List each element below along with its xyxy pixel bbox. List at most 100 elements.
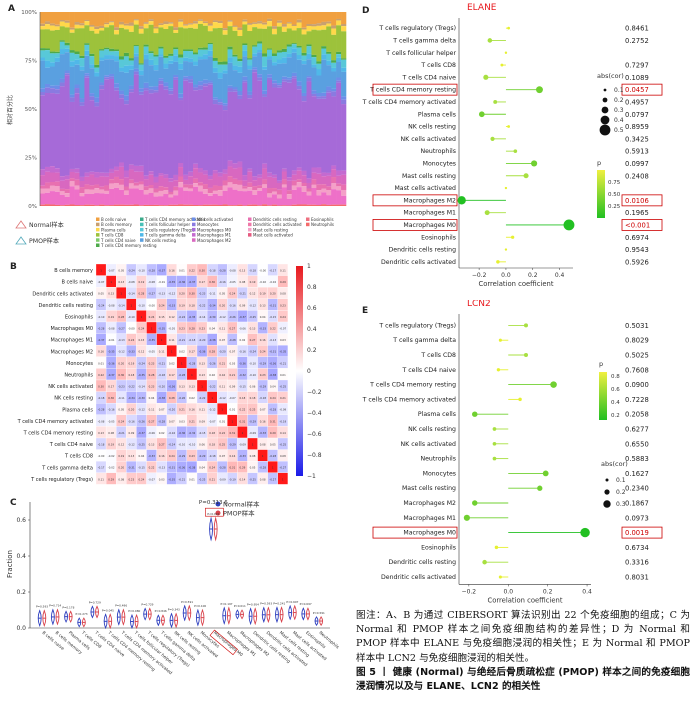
- row-label: Plasma cells: [418, 111, 456, 118]
- stacked-bar-segment: [336, 54, 342, 58]
- heatmap-row-label: Plasma cells: [62, 407, 93, 413]
- p-legend-label: 0.25: [608, 204, 621, 210]
- stacked-bar-segment: [44, 171, 51, 183]
- stacked-bar-segment: [84, 55, 90, 74]
- highlight-p-box: [621, 219, 663, 231]
- stacked-bar-segment: [237, 191, 243, 205]
- heatmap-cell-value: -0.18: [209, 269, 216, 273]
- group-legend-triangle-icon: [15, 236, 27, 245]
- stacked-bar-segment: [143, 82, 149, 89]
- heatmap-cell-value: -0.16: [219, 280, 226, 284]
- highlight-p-box: [621, 526, 663, 539]
- heatmap-cell-value: 1: [201, 385, 203, 389]
- stacked-bar-segment: [109, 59, 115, 74]
- stacked-bar-segment: [54, 26, 61, 30]
- stacked-bar-segment: [212, 170, 218, 174]
- stacked-bar-segment: [252, 27, 258, 46]
- heatmap-row-label: Dendritic cells activated: [32, 291, 93, 297]
- heatmap-cell-value: 0.29: [240, 466, 246, 470]
- stacked-bar-segment: [202, 174, 209, 185]
- heatmap-cell-value: 0.13: [260, 303, 266, 307]
- row-p-value: 0.5926: [625, 258, 649, 266]
- stacked-bar-segment: [227, 21, 233, 27]
- stacked-bar-segment: [54, 53, 61, 58]
- stacked-bar-segment: [118, 12, 125, 22]
- heatmap-cell-value: -0.26: [229, 315, 236, 319]
- lollipop-dot: [487, 38, 493, 43]
- stacked-bar-segment: [54, 172, 61, 182]
- stacked-bar-segment: [148, 193, 154, 205]
- abs-legend-label: 0.5: [614, 127, 624, 134]
- stacked-bar-segment: [207, 31, 214, 43]
- stacked-bar-segment: [316, 184, 322, 191]
- stacked-bar-segment: [237, 27, 243, 31]
- stacked-bar-segment: [163, 24, 169, 30]
- row-p-value: 0.1089: [625, 74, 649, 82]
- heatmap-cell-value: -0.00: [128, 327, 135, 331]
- violin-shape: [116, 608, 121, 626]
- stacked-bar-segment: [183, 25, 189, 29]
- category-p-value: P<0.001: [207, 512, 219, 516]
- stacked-bar-segment: [188, 204, 194, 206]
- heatmap-cell-value: 0.19: [108, 315, 114, 319]
- stacked-bar-segment: [109, 172, 115, 180]
- stacked-bar-segment: [74, 189, 80, 206]
- cell-type-legend-swatch: [96, 233, 100, 237]
- stacked-bar-segment: [281, 171, 288, 180]
- stacked-bar-segment: [262, 53, 268, 57]
- lollipop-dot: [472, 411, 478, 417]
- stacked-bar-segment: [296, 59, 302, 82]
- violin-shape: [253, 607, 258, 626]
- heatmap-cell-value: -0.29: [178, 454, 185, 458]
- heatmap-cell-value: -0.05: [229, 280, 236, 284]
- heatmap-cell-value: 0.18: [209, 443, 215, 447]
- stacked-bar-segment: [123, 177, 130, 187]
- cell-type-legend-label: Dendritic cells resting: [253, 217, 297, 222]
- stacked-bar-segment: [178, 204, 184, 206]
- stacked-bar-segment: [276, 26, 283, 51]
- violin-shape: [187, 604, 192, 622]
- stacked-bar-segment: [247, 31, 253, 59]
- colorbar-tick-label: −0.2: [307, 389, 322, 396]
- row-p-value: 0.7297: [625, 62, 649, 70]
- stacked-bar-segment: [49, 93, 56, 167]
- lollipop-dot: [580, 527, 590, 538]
- stacked-bar-segment: [217, 204, 223, 206]
- stacked-bar-segment: [133, 24, 140, 46]
- stacked-bar-segment: [296, 182, 302, 188]
- stacked-bar-segment: [232, 70, 238, 88]
- stacked-bar-segment: [69, 168, 75, 172]
- stacked-bar-segment: [321, 54, 327, 60]
- heatmap-cell-value: 0.05: [118, 269, 124, 273]
- stacked-bar-segment: [168, 194, 174, 198]
- stacked-bar-segment: [153, 86, 159, 91]
- violin-shape: [55, 608, 60, 626]
- stacked-bar-segment: [301, 182, 307, 187]
- stacked-bar-segment: [89, 204, 95, 206]
- stacked-bar-segment: [123, 72, 130, 96]
- stacked-bar-segment: [281, 51, 288, 58]
- cell-type-legend-swatch: [96, 217, 100, 221]
- heatmap-cell: [277, 472, 289, 485]
- stacked-bar-segment: [123, 104, 130, 171]
- y-tick-label: 0%: [28, 204, 37, 210]
- heatmap-cell-value: -0.18: [249, 269, 256, 273]
- stacked-bar-segment: [40, 23, 46, 27]
- heatmap-cell-value: -0.31: [269, 350, 276, 354]
- heatmap-cell-value: 0.12: [250, 292, 256, 296]
- stacked-bar-segment: [193, 54, 199, 62]
- abs-legend-dot-icon: [603, 88, 607, 92]
- heatmap-cell-value: 0.19: [139, 280, 145, 284]
- stacked-bar-segment: [64, 196, 70, 205]
- stacked-bar-segment: [296, 28, 302, 46]
- stacked-bar-segment: [202, 86, 209, 171]
- stacked-bar-segment: [232, 56, 238, 66]
- stacked-bar-segment: [291, 48, 297, 53]
- stacked-bar-segment: [158, 196, 164, 206]
- stacked-bar-segment: [336, 12, 342, 19]
- stacked-bar-segment: [114, 166, 120, 171]
- stacked-bar-segment: [311, 24, 317, 27]
- y-axis-label: Fraction: [6, 550, 14, 578]
- stacked-bar-segment: [341, 31, 347, 59]
- stacked-bar-segment: [242, 180, 248, 187]
